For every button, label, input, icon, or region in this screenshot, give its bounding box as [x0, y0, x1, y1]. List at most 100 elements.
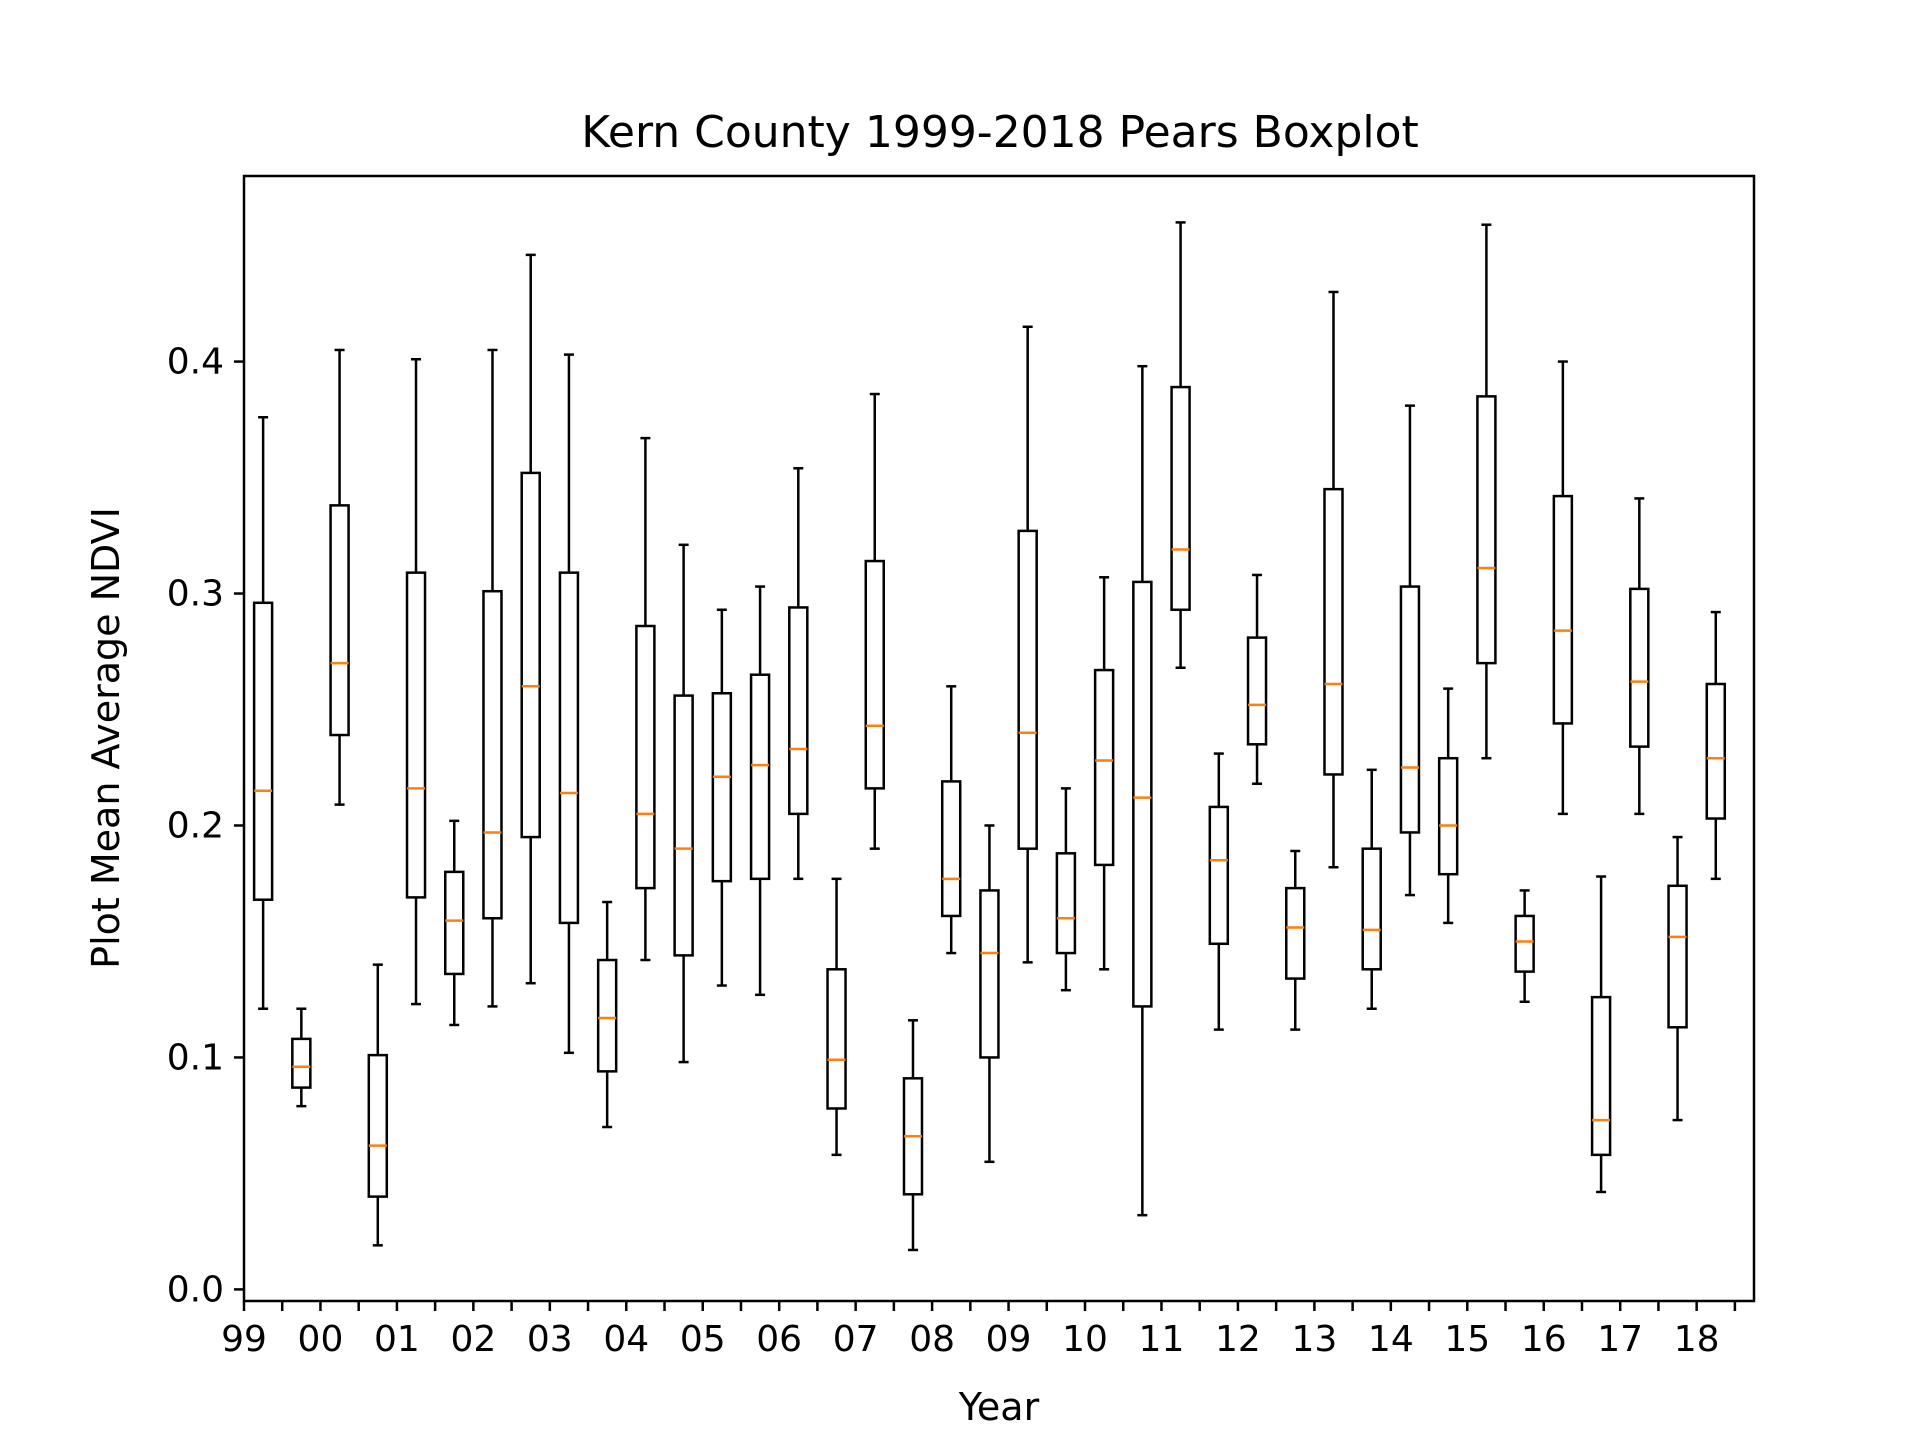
box-17: [902, 1019, 924, 1252]
x-tick-label: 10: [1062, 1319, 1108, 1360]
iqr-box: [1170, 385, 1191, 612]
box-26: [1246, 573, 1268, 785]
box-25: [1208, 752, 1230, 1031]
box-35: [1590, 875, 1612, 1194]
iqr-box: [1705, 682, 1727, 820]
x-tick-label: 02: [450, 1319, 496, 1360]
box-24: [1170, 221, 1191, 670]
iqr-box: [1246, 636, 1268, 746]
iqr-box: [1629, 587, 1650, 748]
x-axis-label: Year: [958, 1385, 1040, 1429]
iqr-box: [1093, 668, 1115, 867]
box-2: [329, 348, 350, 806]
box-3: [367, 963, 389, 1247]
iqr-box: [826, 968, 847, 1110]
x-tick-label: 11: [1139, 1319, 1185, 1360]
box-30: [1399, 404, 1421, 897]
iqr-box: [1590, 995, 1612, 1157]
iqr-box: [711, 692, 733, 883]
iqr-box: [291, 1037, 312, 1089]
iqr-box: [329, 504, 350, 737]
x-tick-label: 01: [374, 1319, 420, 1360]
box-6: [482, 348, 503, 1008]
x-tick-label: 09: [986, 1319, 1032, 1360]
x-tick-label: 03: [527, 1319, 573, 1360]
iqr-box: [979, 889, 1000, 1059]
box-20: [1017, 325, 1038, 964]
box-14: [788, 467, 809, 881]
iqr-box: [482, 589, 503, 920]
box-7: [520, 253, 541, 985]
box-27: [1285, 849, 1306, 1031]
iqr-box: [558, 571, 580, 925]
x-tick-label: 16: [1521, 1319, 1567, 1360]
box-18: [940, 685, 962, 955]
box-29: [1361, 768, 1382, 1010]
x-tick-label: 14: [1368, 1319, 1414, 1360]
box-8: [558, 353, 580, 1055]
iqr-box: [1055, 852, 1077, 955]
box-5: [444, 819, 465, 1027]
iqr-box: [252, 601, 274, 901]
x-tick-label: 17: [1597, 1319, 1643, 1360]
iqr-box: [1476, 395, 1497, 665]
iqr-box: [520, 471, 541, 839]
iqr-box: [940, 780, 962, 918]
y-tick-label: 0.3: [167, 574, 224, 615]
plot-area: [252, 221, 1727, 1252]
box-28: [1323, 290, 1344, 869]
x-tick-label: 08: [909, 1319, 955, 1360]
axes-frame: [242, 174, 1756, 1303]
iqr-box: [1285, 886, 1306, 980]
iqr-box: [1399, 585, 1421, 834]
box-16: [864, 392, 886, 850]
iqr-box: [367, 1053, 389, 1198]
x-tick-label: 12: [1215, 1319, 1261, 1360]
box-0: [252, 415, 274, 1010]
box-22: [1093, 576, 1115, 971]
iqr-box: [1667, 884, 1688, 1029]
x-tick-label: 18: [1674, 1319, 1720, 1360]
iqr-box: [1437, 756, 1459, 876]
y-tick-label: 0.2: [167, 805, 224, 846]
box-31: [1437, 687, 1459, 925]
box-12: [711, 608, 733, 987]
iqr-box: [788, 606, 809, 816]
iqr-box: [1208, 805, 1230, 946]
box-19: [979, 824, 1000, 1164]
box-23: [1132, 364, 1153, 1217]
box-15: [826, 877, 847, 1157]
y-axis: 0.0 0.1 0.2 0.3 0.4: [167, 342, 244, 1310]
chart-title: Kern County 1999-2018 Pears Boxplot: [581, 107, 1419, 158]
x-tick-label: 04: [603, 1319, 649, 1360]
y-axis-label: Plot Mean Average NDVI: [84, 507, 128, 969]
box-13: [749, 585, 771, 997]
iqr-box: [444, 870, 465, 976]
box-1: [291, 1007, 312, 1108]
iqr-box: [635, 624, 656, 890]
x-tick-label: 06: [756, 1319, 802, 1360]
y-tick-label: 0.1: [167, 1037, 224, 1078]
x-tick-label: 99: [221, 1319, 267, 1360]
x-axis: 99 00 01 02 03 04 05 06 07 08 09 10 11 12 13 14 15 16 17 18: [221, 1301, 1737, 1360]
iqr-box: [749, 673, 771, 881]
iqr-box: [1017, 529, 1038, 850]
y-tick-label: 0.4: [167, 342, 224, 383]
x-tick-label: 07: [833, 1319, 879, 1360]
iqr-box: [1361, 847, 1382, 971]
x-tick-label: 00: [298, 1319, 344, 1360]
iqr-box: [864, 559, 886, 790]
box-11: [673, 543, 694, 1064]
iqr-box: [596, 958, 618, 1073]
x-tick-label: 15: [1444, 1319, 1490, 1360]
box-34: [1552, 360, 1574, 816]
box-36: [1629, 497, 1650, 816]
iqr-box: [1552, 494, 1574, 725]
box-21: [1055, 787, 1077, 992]
iqr-box: [1132, 580, 1153, 1008]
box-4: [405, 357, 427, 1006]
x-tick-label: 13: [1291, 1319, 1337, 1360]
iqr-box: [1514, 914, 1535, 973]
box-32: [1476, 223, 1497, 760]
